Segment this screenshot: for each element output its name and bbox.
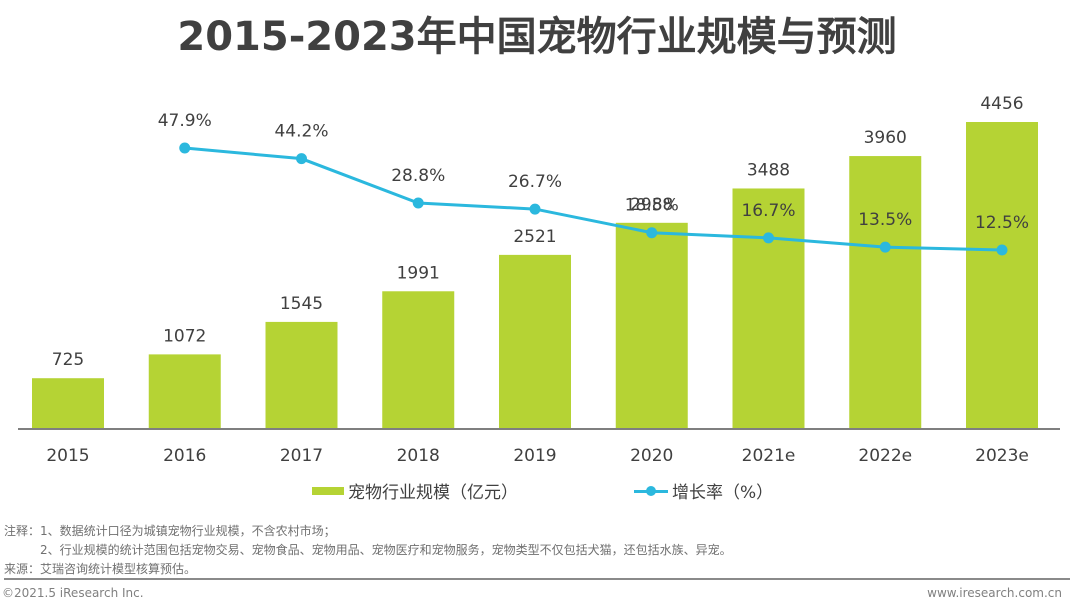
x-tick-label: 2015 bbox=[46, 446, 89, 466]
bar-value-label: 2521 bbox=[513, 227, 556, 247]
bar bbox=[732, 188, 805, 428]
growth-rate-label: 12.5% bbox=[975, 213, 1029, 233]
x-tick-label: 2016 bbox=[163, 446, 206, 466]
notes: 注释：1、数据统计口径为城镇宠物行业规模，不含农村市场； 2、行业规模的统计范围… bbox=[4, 522, 732, 579]
growth-rate-label: 13.5% bbox=[858, 210, 912, 230]
legend-line-swatch bbox=[634, 483, 668, 499]
growth-rate-label: 18.5% bbox=[625, 196, 679, 216]
bar-value-label: 1991 bbox=[397, 263, 440, 283]
x-tick-label: 2018 bbox=[397, 446, 440, 466]
growth-rate-point bbox=[646, 227, 658, 239]
bar bbox=[382, 291, 455, 428]
growth-rate-label: 16.7% bbox=[741, 201, 795, 221]
x-tick-label: 2019 bbox=[513, 446, 556, 466]
bar-value-label: 1072 bbox=[163, 326, 206, 346]
bar bbox=[849, 156, 922, 428]
bar bbox=[615, 222, 688, 428]
growth-rate-point bbox=[296, 153, 307, 165]
growth-rate-label: 47.9% bbox=[158, 111, 212, 131]
growth-rate-point bbox=[879, 241, 891, 253]
legend-line-label: 增长率（%） bbox=[672, 483, 774, 503]
growth-rate-point bbox=[529, 203, 541, 215]
copyright: ©2021.5 iResearch Inc. bbox=[2, 586, 144, 600]
legend: 宠物行业规模（亿元） 增长率（%） bbox=[0, 478, 1074, 504]
growth-rate-label: 26.7% bbox=[508, 172, 562, 192]
chart-area: 725 1072 1545 1991 2521 2988 3488 3960 4456 2015 2… bbox=[18, 94, 1060, 466]
growth-rate-point bbox=[763, 232, 774, 244]
bar bbox=[148, 354, 221, 428]
legend-item-bar: 宠物行业规模（亿元） bbox=[312, 478, 518, 503]
bar-value-label: 3960 bbox=[864, 128, 907, 148]
x-tick-label: 2020 bbox=[630, 446, 673, 466]
note-2: 2、行业规模的统计范围包括宠物交易、宠物食品、宠物用品、宠物医疗和宠物服务，宠物… bbox=[40, 543, 732, 557]
growth-rate-point bbox=[412, 197, 424, 209]
x-tick-label: 2017 bbox=[280, 446, 323, 466]
footer-divider bbox=[4, 578, 1070, 580]
bar-value-label: 725 bbox=[52, 350, 84, 370]
bar-value-label: 4456 bbox=[980, 94, 1023, 114]
legend-bar-label: 宠物行业规模（亿元） bbox=[348, 483, 518, 503]
x-tick-label: 2022e bbox=[858, 446, 912, 466]
chart-title: 2015-2023年中国宠物行业规模与预测 bbox=[177, 14, 897, 60]
growth-rate-point bbox=[996, 244, 1008, 256]
growth-rate-label: 28.8% bbox=[391, 166, 445, 186]
legend-item-line: 增长率（%） bbox=[634, 478, 773, 503]
bar-value-label: 3488 bbox=[747, 160, 790, 180]
growth-rate-label: 44.2% bbox=[274, 122, 328, 142]
x-tick-label: 2021e bbox=[742, 446, 796, 466]
growth-rate-line bbox=[184, 146, 1003, 252]
bar-value-label: 1545 bbox=[280, 294, 323, 314]
bar bbox=[966, 122, 1038, 428]
bar bbox=[32, 378, 104, 428]
x-tick-label: 2023e bbox=[975, 446, 1029, 466]
growth-rate-point bbox=[179, 142, 191, 154]
bar bbox=[499, 254, 571, 428]
bar bbox=[265, 321, 338, 428]
note-1: 注释：1、数据统计口径为城镇宠物行业规模，不含农村市场； bbox=[4, 524, 336, 538]
source-note: 来源：艾瑞咨询统计模型核算预估。 bbox=[4, 562, 197, 576]
legend-bar-swatch bbox=[312, 486, 344, 495]
bar-value-label: 2988 bbox=[630, 195, 673, 215]
website: www.iresearch.com.cn bbox=[927, 586, 1062, 600]
